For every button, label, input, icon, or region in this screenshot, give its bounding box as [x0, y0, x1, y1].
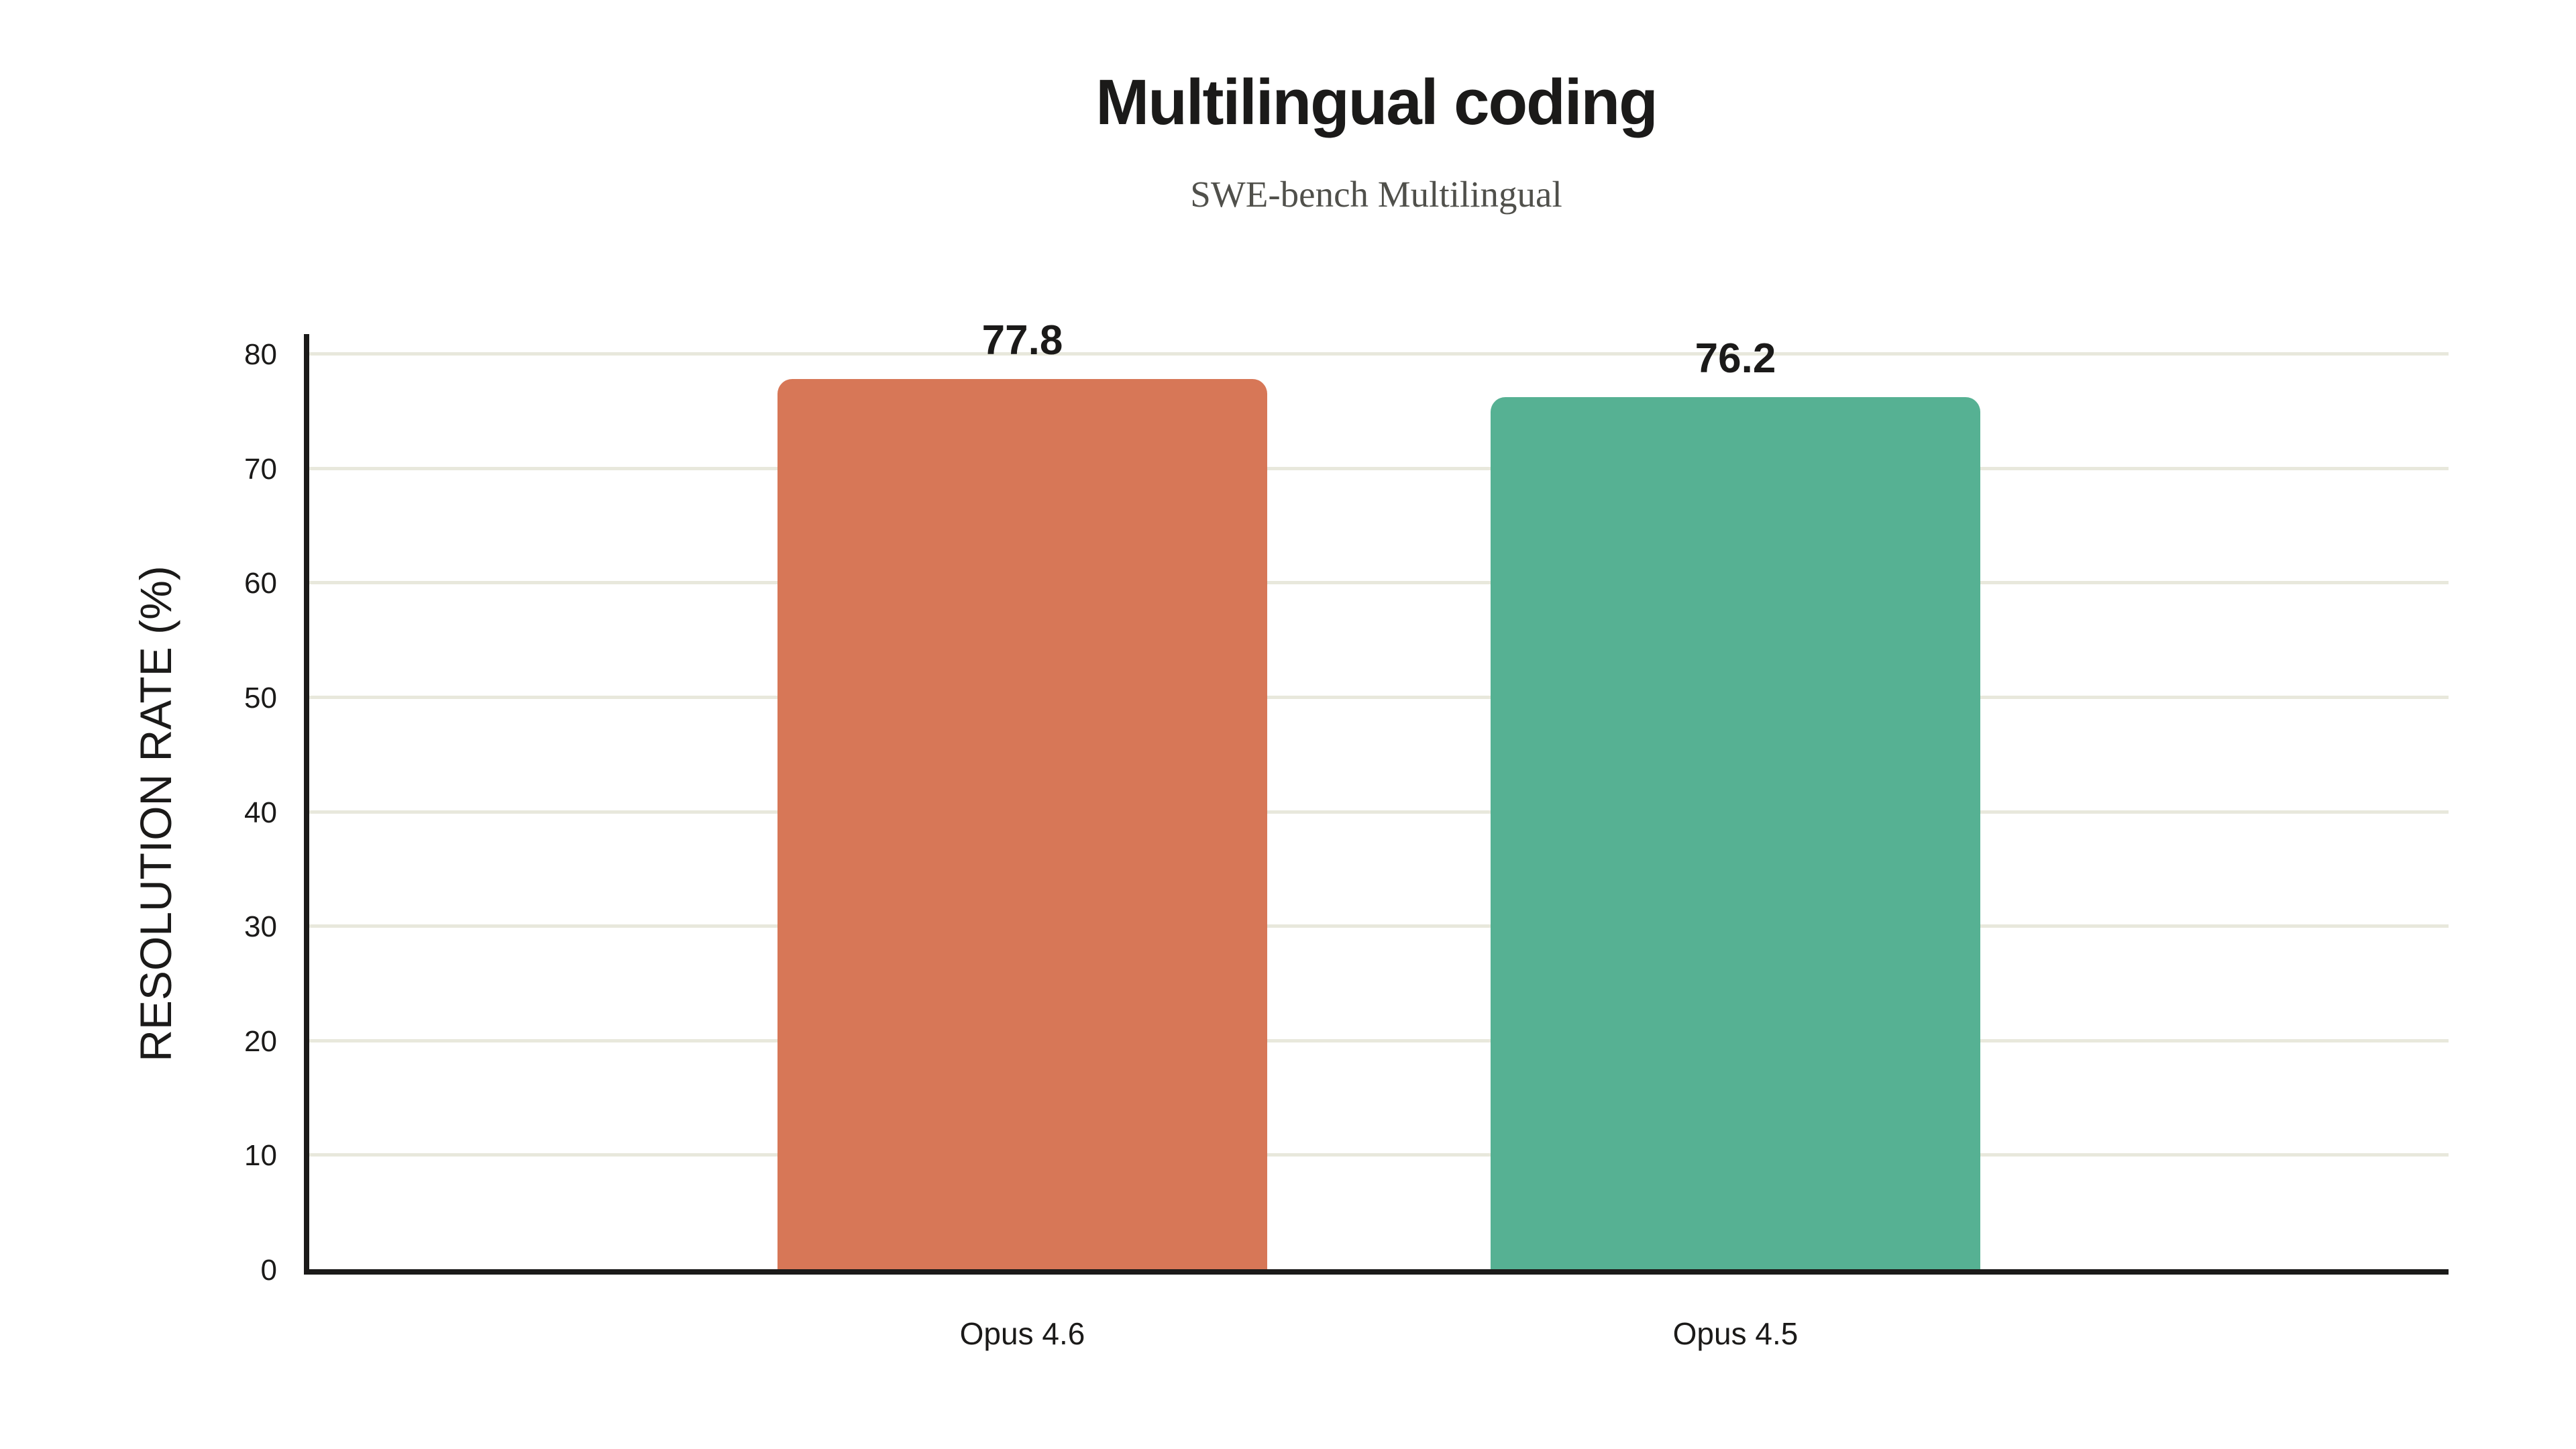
- y-tick-label-40: 40: [244, 796, 277, 829]
- gridline-y60: [309, 581, 2449, 585]
- y-tick-label-60: 60: [244, 567, 277, 600]
- bar-opus-4-5: [1491, 396, 1980, 1269]
- y-tick-label-0: 0: [260, 1254, 277, 1287]
- bar-opus-4-6: [777, 378, 1267, 1269]
- chart-title: Multilingual coding: [1095, 66, 1658, 138]
- gridline-y30: [309, 924, 2449, 928]
- gridline-y70: [309, 466, 2449, 470]
- chart-subtitle: SWE-bench Multilingual: [1190, 174, 1562, 215]
- x-axis-label-1: Opus 4.5: [1672, 1316, 1799, 1351]
- gridline-y80: [309, 352, 2449, 356]
- gridline-y40: [309, 810, 2449, 814]
- y-tick-label-20: 20: [244, 1024, 277, 1058]
- y-tick-label-50: 50: [244, 681, 277, 714]
- y-tick-label-30: 30: [244, 910, 277, 944]
- plot-area: [304, 334, 2449, 1275]
- value-label-1: 76.2: [1695, 335, 1776, 382]
- y-tick-label-70: 70: [244, 452, 277, 486]
- gridline-y20: [309, 1038, 2449, 1042]
- y-tick-label-10: 10: [244, 1139, 277, 1173]
- y-tick-label-80: 80: [244, 338, 277, 371]
- value-label-0: 77.8: [981, 317, 1063, 364]
- gridline-y10: [309, 1153, 2449, 1157]
- gridline-y50: [309, 695, 2449, 699]
- x-axis-label-0: Opus 4.6: [959, 1316, 1085, 1351]
